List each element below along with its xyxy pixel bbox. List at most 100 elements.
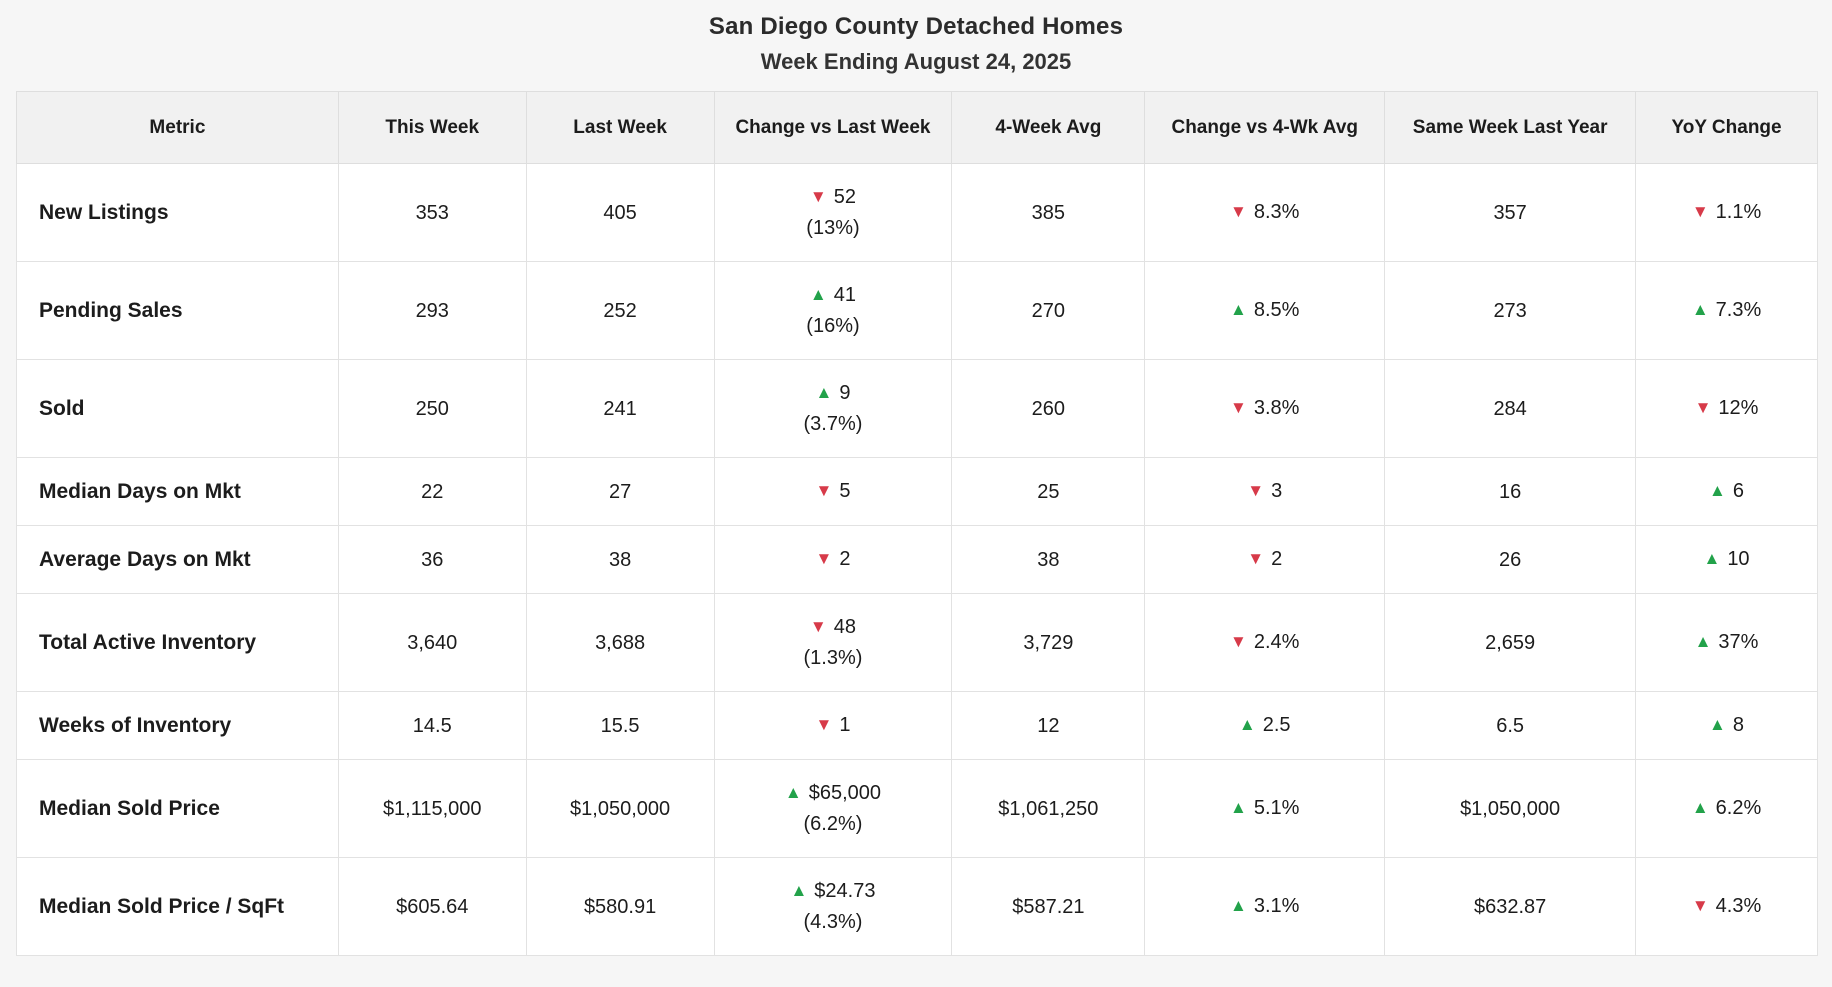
change-vs-4wk-avg-cell: ▲ 3.1% [1144,857,1386,956]
same-week-last-year-value: 357 [1384,163,1637,262]
change-vs-last-week-cell: ▼ 1 [713,691,953,760]
change-value: 41 [833,284,856,306]
four-week-avg-value: 270 [951,261,1146,360]
column-header-same-week-last-year: Same Week Last Year [1384,91,1637,164]
down-triangle-icon: ▼ [809,617,827,636]
change-percent: (6.2%) [803,813,863,835]
four-week-avg-value: 3,729 [951,593,1146,692]
same-week-last-year-value: 16 [1384,457,1637,526]
change-value: 8.5% [1253,299,1300,321]
change-percent: (1.3%) [803,647,863,669]
yoy-change-cell: ▲ 6.2% [1635,759,1818,858]
table-row: New Listings 353 405 ▼ 52 (13%) 385 ▼ 8.3% 357 ▼ 1.… [16,163,1818,262]
last-week-value: 38 [525,525,715,594]
change-value: 2.5 [1262,714,1291,736]
change-value: 3.8% [1253,397,1300,419]
change-value: 52 [833,186,856,208]
down-triangle-icon: ▼ [1230,202,1247,221]
change-vs-last-week-cell: ▼ 5 [713,457,953,526]
table-row: Median Sold Price / SqFt $605.64 $580.91 ▲ $… [16,857,1818,956]
down-triangle-icon: ▼ [1691,896,1709,915]
four-week-avg-value: $587.21 [951,857,1146,956]
down-triangle-icon: ▼ [1247,549,1265,568]
last-week-value: $580.91 [525,857,715,956]
up-triangle-icon: ▲ [1691,798,1709,817]
column-header-change-vs-last-week: Change vs Last Week [713,91,953,164]
same-week-last-year-value: 26 [1384,525,1637,594]
metric-label: Sold [16,359,339,458]
change-percent: (4.3%) [803,911,863,933]
metrics-table: Metric This Week Last Week Change vs Las… [16,91,1818,956]
up-triangle-icon: ▲ [815,383,833,402]
last-week-value: 3,688 [525,593,715,692]
yoy-change-cell: ▲ 37% [1635,593,1818,692]
last-week-value: 27 [525,457,715,526]
column-header-this-week: This Week [337,91,527,164]
yoy-change-cell: ▲ 8 [1635,691,1818,760]
same-week-last-year-value: $632.87 [1384,857,1637,956]
down-triangle-icon: ▼ [815,481,833,500]
metric-label: Pending Sales [16,261,339,360]
change-percent: (13%) [806,217,860,239]
last-week-value: 241 [525,359,715,458]
page-subtitle: Week Ending August 24, 2025 [760,49,1072,74]
change-vs-last-week-cell: ▼ 2 [713,525,953,594]
change-vs-4wk-avg-cell: ▲ 2.5 [1144,691,1386,760]
this-week-value: 3,640 [337,593,527,692]
change-vs-4wk-avg-cell: ▼ 3.8% [1144,359,1386,458]
change-value: $65,000 [808,782,882,804]
last-week-value: 252 [525,261,715,360]
up-triangle-icon: ▲ [1703,549,1721,568]
table-row: Average Days on Mkt 36 38 ▼ 2 38 ▼ 2 26 ▲ 10 [16,525,1818,594]
down-triangle-icon: ▼ [1691,202,1709,221]
metric-label: Average Days on Mkt [16,525,339,594]
down-triangle-icon: ▼ [1230,398,1247,417]
change-value: 3 [1271,480,1283,502]
change-percent: (16%) [806,315,860,337]
change-vs-last-week-cell: ▲ $24.73 (4.3%) [713,857,953,956]
this-week-value: 293 [337,261,527,360]
up-triangle-icon: ▲ [1230,798,1247,817]
metric-label: Median Days on Mkt [16,457,339,526]
yoy-change-cell: ▼ 12% [1635,359,1818,458]
change-vs-last-week-cell: ▲ $65,000 (6.2%) [713,759,953,858]
down-triangle-icon: ▼ [1247,481,1265,500]
change-value: 8.3% [1253,201,1300,223]
this-week-value: 14.5 [337,691,527,760]
four-week-avg-value: $1,061,250 [951,759,1146,858]
metric-label: Weeks of Inventory [16,691,339,760]
this-week-value: 353 [337,163,527,262]
yoy-change-cell: ▲ 6 [1635,457,1818,526]
this-week-value: 22 [337,457,527,526]
this-week-value: 250 [337,359,527,458]
metric-label: Median Sold Price [16,759,339,858]
change-value: 2 [839,548,851,570]
change-value: 5.1% [1253,797,1300,819]
up-triangle-icon: ▲ [809,285,827,304]
column-header-metric: Metric [16,91,339,164]
change-vs-last-week-cell: ▼ 52 (13%) [713,163,953,262]
down-triangle-icon: ▼ [809,187,827,206]
header-row: Metric This Week Last Week Change vs Las… [16,91,1818,164]
table-row: Sold 250 241 ▲ 9 (3.7%) 260 ▼ 3.8% 284 ▼ 12% [16,359,1818,458]
yoy-change-cell: ▲ 7.3% [1635,261,1818,360]
table-row: Median Days on Mkt 22 27 ▼ 5 25 ▼ 3 16 ▲ 6 [16,457,1818,526]
change-vs-last-week-cell: ▲ 41 (16%) [713,261,953,360]
up-triangle-icon: ▲ [1238,715,1256,734]
down-triangle-icon: ▼ [815,715,833,734]
change-value: 2 [1271,548,1283,570]
same-week-last-year-value: 6.5 [1384,691,1637,760]
up-triangle-icon: ▲ [790,881,808,900]
metric-label: Total Active Inventory [16,593,339,692]
table-row: Median Sold Price $1,115,000 $1,050,000 ▲ $6… [16,759,1818,858]
last-week-value: $1,050,000 [525,759,715,858]
page-title: San Diego County Detached Homes [708,13,1124,40]
up-triangle-icon: ▲ [1709,715,1726,734]
column-header-yoy-change: YoY Change [1635,91,1818,164]
change-vs-4wk-avg-cell: ▼ 8.3% [1144,163,1386,262]
change-value: 8 [1732,714,1744,736]
up-triangle-icon: ▲ [1691,300,1709,319]
change-vs-4wk-avg-cell: ▲ 8.5% [1144,261,1386,360]
yoy-change-cell: ▼ 1.1% [1635,163,1818,262]
change-value: 4.3% [1715,895,1762,917]
